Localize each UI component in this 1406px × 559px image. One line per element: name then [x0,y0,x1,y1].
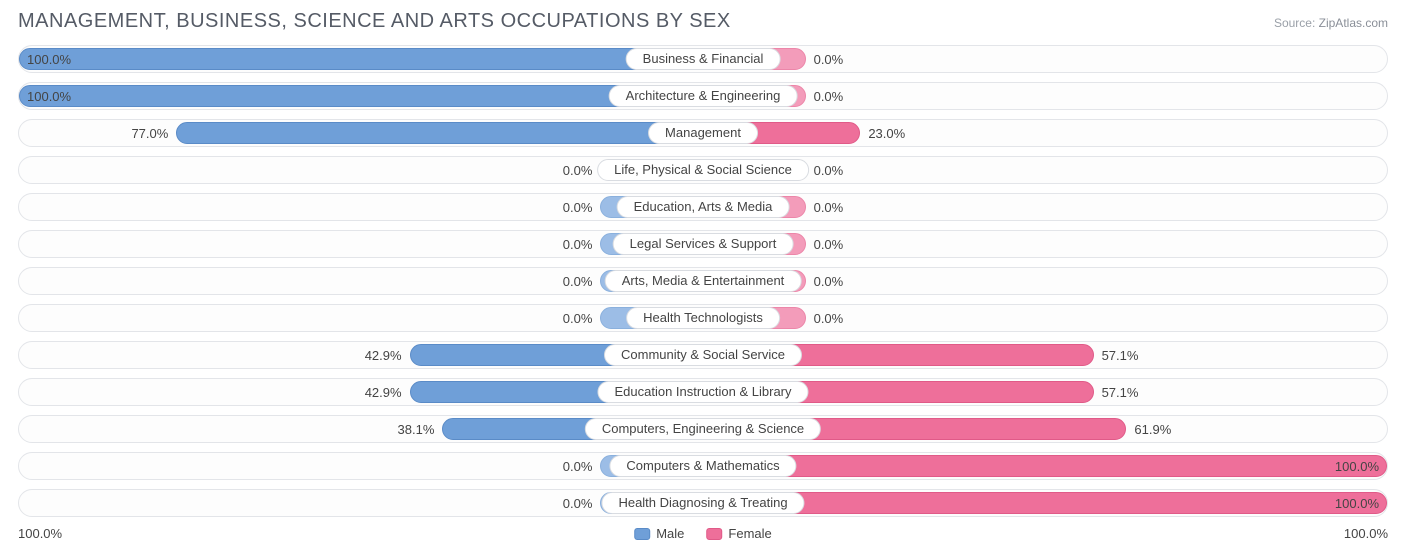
bar-female [703,455,1387,477]
legend-male: Male [634,526,684,541]
bar-male [19,48,703,70]
chart-row: 0.0% 0.0%Life, Physical & Social Science [18,156,1388,184]
category-label: Life, Physical & Social Science [597,159,809,181]
swatch-male [634,528,650,540]
source-value: ZipAtlas.com [1319,16,1388,30]
value-female: 23.0% [868,120,905,148]
axis-row: 100.0% Male Female 100.0% [18,526,1388,550]
bar-male [176,122,703,144]
category-label: Education Instruction & Library [597,381,808,403]
value-male: 0.0% [563,305,593,333]
category-label: Health Technologists [626,307,780,329]
axis-left-label: 100.0% [18,526,62,541]
legend-female: Female [706,526,771,541]
category-label: Education, Arts & Media [617,196,790,218]
bar-male [19,85,703,107]
axis-right-label: 100.0% [1344,526,1388,541]
chart-title: MANAGEMENT, BUSINESS, SCIENCE AND ARTS O… [18,10,731,33]
category-label: Arts, Media & Entertainment [605,270,802,292]
value-male: 38.1% [398,416,435,444]
category-label: Health Diagnosing & Treating [601,492,804,514]
chart-row: 0.0% 0.0% Health Technologists [18,304,1388,332]
chart-row: 0.0% 0.0% Legal Services & Support [18,230,1388,258]
category-label: Legal Services & Support [613,233,794,255]
legend-male-label: Male [656,526,684,541]
value-female: 0.0% [814,194,844,222]
category-label: Management [648,122,758,144]
chart-row: 0.0% 100.0% Computers & Mathematics [18,452,1388,480]
bar-female [703,492,1387,514]
chart-row: 100.0% 0.0% Business & Financial [18,45,1388,73]
value-female: 100.0% [1335,453,1379,481]
value-male: 0.0% [563,157,593,185]
value-female: 100.0% [1335,490,1379,518]
value-male: 0.0% [563,490,593,518]
source: Source: ZipAtlas.com [1274,16,1388,30]
value-male: 77.0% [131,120,168,148]
legend-female-label: Female [728,526,771,541]
value-female: 0.0% [814,231,844,259]
chart-row: 0.0% 0.0% Arts, Media & Entertainment [18,267,1388,295]
value-female: 0.0% [814,83,844,111]
value-female: 0.0% [814,46,844,74]
chart-row: 0.0% 0.0% Education, Arts & Media [18,193,1388,221]
source-label: Source: [1274,16,1315,30]
value-male: 0.0% [563,194,593,222]
value-female: 0.0% [814,305,844,333]
category-label: Business & Financial [626,48,781,70]
value-male: 0.0% [563,453,593,481]
value-female: 0.0% [814,268,844,296]
value-female: 57.1% [1102,379,1139,407]
chart-row: 42.9% 57.1% Education Instruction & Librar… [18,378,1388,406]
category-label: Computers & Mathematics [609,455,796,477]
chart-row: 38.1% 61.9% Computers, Engineering & Scien… [18,415,1388,443]
chart-row: 100.0% 0.0% Architecture & Engineering [18,82,1388,110]
legend: Male Female [634,526,772,541]
value-female: 0.0% [814,157,844,185]
category-label: Architecture & Engineering [609,85,798,107]
value-male: 42.9% [365,379,402,407]
chart-row: 77.0% 23.0% Management [18,119,1388,147]
value-male: 100.0% [27,46,71,74]
category-label: Computers, Engineering & Science [585,418,821,440]
chart-row: 0.0% 100.0% Health Diagnosing & Treating [18,489,1388,517]
chart-row: 42.9% 57.1% Community & Social Service [18,341,1388,369]
value-male: 0.0% [563,268,593,296]
swatch-female [706,528,722,540]
category-label: Community & Social Service [604,344,802,366]
value-female: 57.1% [1102,342,1139,370]
value-male: 0.0% [563,231,593,259]
value-male: 42.9% [365,342,402,370]
chart-area: 100.0%0.0%Business & Financial100.0%0.0%… [18,45,1388,517]
value-male: 100.0% [27,83,71,111]
value-female: 61.9% [1134,416,1171,444]
